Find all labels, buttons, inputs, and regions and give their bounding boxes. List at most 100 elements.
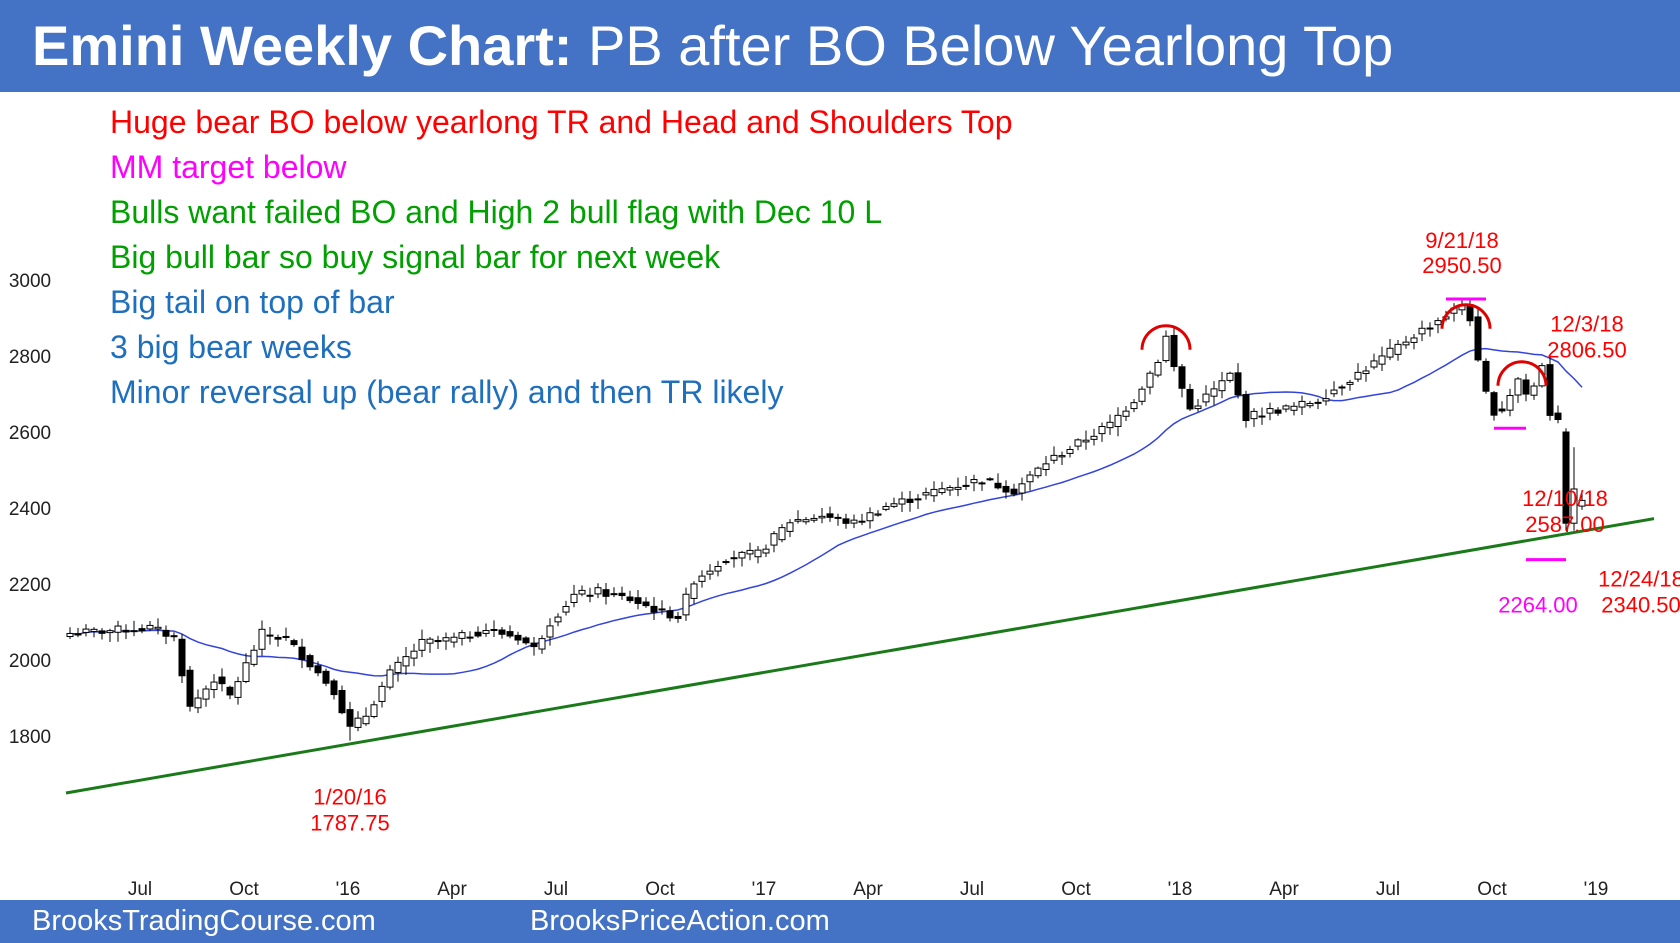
candle-body	[154, 626, 162, 630]
candle-body	[1322, 398, 1330, 402]
x-tick-label: Apr	[853, 879, 883, 900]
candle-body	[874, 513, 882, 516]
candle-body	[522, 637, 530, 644]
candle	[1434, 317, 1442, 334]
candle	[66, 627, 74, 640]
candle-body	[850, 519, 858, 524]
candle	[762, 544, 770, 558]
candle-body	[458, 632, 466, 639]
candle-body	[938, 488, 946, 494]
candle-body	[1434, 320, 1442, 326]
footer-left-link[interactable]: BrooksTradingCourse.com	[32, 905, 376, 937]
candle-body	[1210, 388, 1218, 397]
candle	[490, 620, 498, 638]
candle-body	[178, 638, 186, 677]
candle-body	[1426, 327, 1434, 330]
top-arc	[1440, 303, 1492, 329]
note-3: Bulls want failed BO and High 2 bull fla…	[110, 194, 882, 230]
candle-body	[906, 498, 914, 503]
candle-body	[970, 479, 978, 484]
candle-body	[306, 655, 314, 668]
candle-body	[826, 513, 834, 518]
candle	[866, 507, 874, 529]
candle-body	[418, 638, 426, 651]
candle	[1394, 339, 1402, 361]
candle-body	[1346, 381, 1354, 385]
candle-body	[1274, 409, 1282, 414]
candle-body	[682, 593, 690, 616]
candle-body	[442, 637, 450, 642]
candle	[1098, 422, 1106, 442]
candle-body	[618, 592, 626, 597]
candle-body	[778, 527, 786, 541]
candle	[1042, 455, 1050, 476]
candle-body	[642, 601, 650, 607]
candle	[1074, 438, 1082, 451]
candle-body	[538, 638, 546, 650]
candle	[82, 624, 90, 637]
candle	[1106, 414, 1114, 435]
candle-body	[1298, 400, 1306, 408]
candle	[890, 497, 898, 509]
candle	[882, 502, 890, 512]
candle	[578, 585, 586, 597]
candle-body	[986, 478, 994, 481]
candle	[1370, 353, 1378, 370]
annotation-label: 1/20/16	[313, 785, 386, 810]
title-rest: PB after BO Below Yearlong Top	[572, 14, 1394, 77]
candle	[1410, 333, 1418, 350]
candle	[1050, 446, 1058, 464]
candle	[1026, 470, 1034, 491]
candle-body	[890, 503, 898, 507]
candle	[682, 587, 690, 621]
x-tick-label: Jul	[960, 879, 984, 900]
candle	[1202, 385, 1210, 407]
candle-body	[314, 665, 322, 674]
candle	[730, 550, 738, 568]
candle	[626, 590, 634, 604]
candle-body	[554, 616, 562, 623]
candle	[1018, 477, 1026, 501]
candle	[442, 632, 450, 650]
note-6: 3 big bear weeks	[110, 329, 352, 365]
candle-body	[674, 615, 682, 619]
candle	[466, 631, 474, 643]
candle	[786, 519, 794, 538]
candle-body	[258, 628, 266, 650]
candle-body	[386, 669, 394, 688]
candle-body	[290, 640, 298, 646]
candle-body	[706, 570, 714, 575]
candle	[402, 647, 410, 675]
candle	[202, 685, 210, 707]
candle	[1418, 320, 1426, 342]
candle	[106, 628, 114, 642]
x-tick-label: Jul	[128, 879, 152, 900]
candle	[242, 653, 250, 684]
candle	[1482, 358, 1490, 394]
candle	[562, 600, 570, 616]
candle	[602, 582, 610, 605]
y-tick-label: 3000	[9, 271, 51, 292]
candle-body	[954, 486, 962, 490]
candle	[1234, 363, 1242, 399]
candle-body	[1122, 410, 1130, 417]
x-tick-label: Jul	[1376, 879, 1400, 900]
candle	[1314, 398, 1322, 410]
candle	[850, 514, 858, 529]
footer-right-link[interactable]: BrooksPriceAction.com	[530, 905, 830, 937]
candle-body	[722, 561, 730, 564]
annotation-label: 1787.75	[310, 811, 390, 836]
candle-body	[1514, 378, 1522, 396]
candle-body	[1482, 360, 1490, 392]
candle-body	[666, 610, 674, 619]
candle-body	[1194, 405, 1202, 410]
candle	[450, 632, 458, 648]
candle-body	[1410, 337, 1418, 343]
candle-body	[378, 685, 386, 702]
candle-body	[842, 518, 850, 524]
moving-average-line	[69, 347, 1583, 677]
candle-body	[922, 492, 930, 496]
candle	[834, 513, 842, 526]
candle	[594, 583, 602, 599]
candle-body	[1234, 372, 1242, 396]
